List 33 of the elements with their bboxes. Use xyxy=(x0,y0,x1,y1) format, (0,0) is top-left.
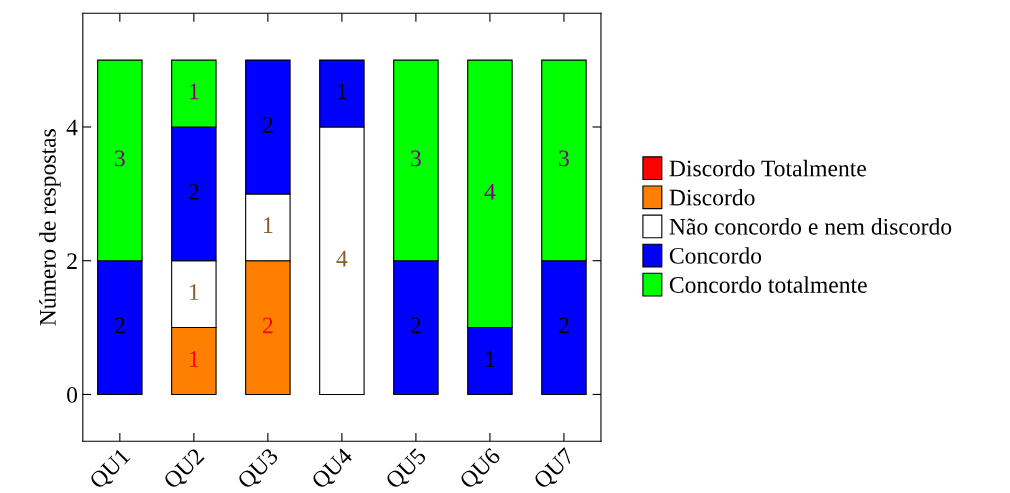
data-label: 3 xyxy=(559,150,569,167)
y-axis-title: Número de respostas xyxy=(39,129,61,326)
x-tick-label: QU5 xyxy=(384,447,430,493)
data-label: 1 xyxy=(190,284,199,300)
data-label: 1 xyxy=(486,351,495,367)
data-label: 3 xyxy=(411,150,421,167)
y-tick-label: 0 xyxy=(67,386,78,403)
x-tick-label: QU4 xyxy=(310,446,356,493)
data-label: 2 xyxy=(114,317,125,334)
x-tick-label: QU6 xyxy=(458,447,504,493)
x-tick-label: QU2 xyxy=(162,447,208,493)
legend-label: Concordo xyxy=(669,247,762,264)
data-label: 4 xyxy=(484,183,496,200)
data-label: 2 xyxy=(559,317,569,334)
data-label: 1 xyxy=(264,217,273,233)
data-label: 1 xyxy=(190,83,199,100)
data-label: 4 xyxy=(336,250,348,267)
data-label: 3 xyxy=(115,150,125,167)
data-label: 2 xyxy=(263,117,273,133)
x-tick-label: QU3 xyxy=(236,447,282,493)
data-label: 2 xyxy=(263,317,273,334)
data-label: 2 xyxy=(411,317,421,334)
legend-label: Não concordo e nem discordo xyxy=(669,218,952,235)
y-tick-label: 2 xyxy=(67,253,77,269)
legend-label: Concordo totalmente xyxy=(669,276,867,293)
x-tick-label: QU7 xyxy=(532,447,578,493)
y-tick-label: 4 xyxy=(66,119,78,136)
data-label: 1 xyxy=(338,83,347,100)
legend-label: Discordo Totalmente xyxy=(669,159,866,177)
data-label: 1 xyxy=(190,351,199,367)
legend-label: Discordo xyxy=(669,188,755,206)
data-label: 2 xyxy=(188,183,199,200)
x-tick-label: QU1 xyxy=(88,447,134,493)
